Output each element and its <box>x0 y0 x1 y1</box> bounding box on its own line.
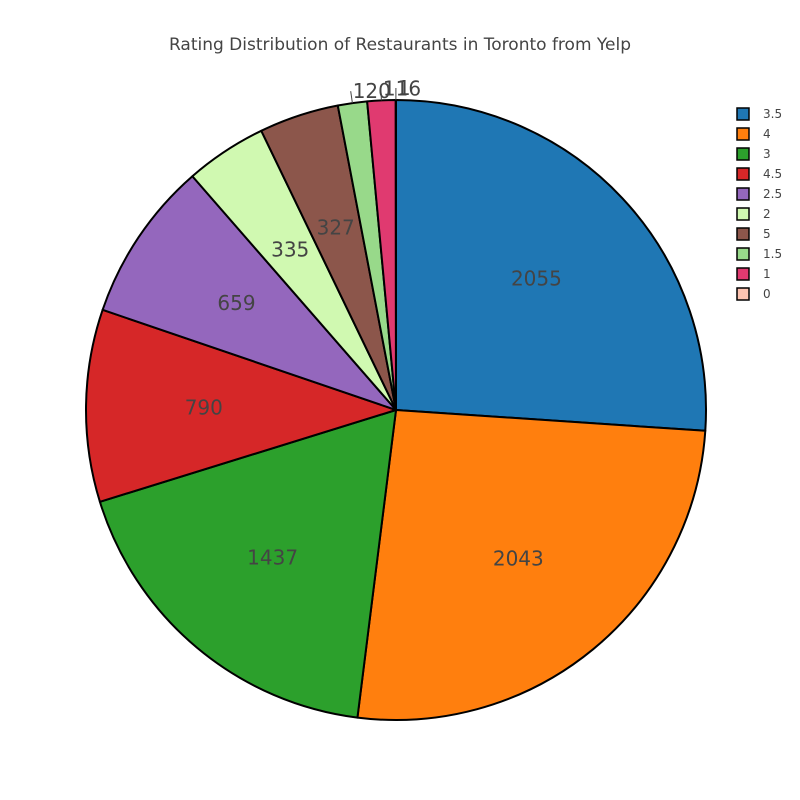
slice-leader-line-1-5 <box>350 91 353 104</box>
pie-slice-4[interactable] <box>356 409 707 721</box>
legend-label-1-5: 1.5 <box>763 247 782 261</box>
slice-value-label-2-5: 659 <box>217 291 255 315</box>
legend-swatch-3-5 <box>736 107 750 121</box>
slice-value-label-0: 1 <box>398 76 411 100</box>
pie-slice-4-5[interactable] <box>85 308 397 503</box>
slice-value-label-1: 116 <box>383 76 421 100</box>
legend-label-3-5: 3.5 <box>763 107 782 121</box>
legend-swatch-2 <box>736 207 750 221</box>
legend-label-1: 1 <box>763 267 771 281</box>
legend-swatch-1 <box>736 267 750 281</box>
legend-label-4-5: 4.5 <box>763 167 782 181</box>
legend-item-3-5[interactable]: 3.5 <box>736 107 782 121</box>
legend-swatch-1-5 <box>736 247 750 261</box>
legend-swatch-4-5 <box>736 167 750 181</box>
legend-swatch-5 <box>736 227 750 241</box>
slice-leader-line-1 <box>380 88 382 101</box>
legend-label-4: 4 <box>763 127 771 141</box>
legend-swatch-0 <box>736 287 750 301</box>
slice-value-label-5: 327 <box>317 216 355 240</box>
legend-label-3: 3 <box>763 147 771 161</box>
pie-slice-3[interactable] <box>98 409 397 719</box>
legend-item-2-5[interactable]: 2.5 <box>736 187 782 201</box>
slice-value-label-3: 1437 <box>247 545 298 569</box>
slice-value-label-4-5: 790 <box>185 395 223 419</box>
slice-value-label-3-5: 2055 <box>511 267 562 291</box>
slice-value-label-2: 335 <box>271 238 309 262</box>
pie-slice-2-5[interactable] <box>101 175 397 411</box>
legend-swatch-3 <box>736 147 750 161</box>
legend-item-4-5[interactable]: 4.5 <box>736 167 782 181</box>
legend-item-0[interactable]: 0 <box>736 287 771 301</box>
slice-value-label-4: 2043 <box>493 546 544 570</box>
legend-item-2[interactable]: 2 <box>736 207 771 221</box>
legend[interactable]: 3.5 4 3 4.5 2.5 2 5 1.5 1 0 <box>736 107 782 301</box>
legend-label-0: 0 <box>763 287 771 301</box>
pie-slices <box>85 98 707 721</box>
pie-slice-3-5[interactable] <box>395 99 707 432</box>
legend-item-4[interactable]: 4 <box>736 127 771 141</box>
chart-title: Rating Distribution of Restaurants in To… <box>169 35 631 55</box>
legend-item-1[interactable]: 1 <box>736 267 771 281</box>
legend-item-3[interactable]: 3 <box>736 147 771 161</box>
legend-label-2-5: 2.5 <box>763 187 782 201</box>
legend-label-5: 5 <box>763 227 771 241</box>
legend-item-1-5[interactable]: 1.5 <box>736 247 782 261</box>
slice-value-label-1-5: 120 <box>353 79 391 103</box>
legend-label-2: 2 <box>763 207 771 221</box>
legend-swatch-4 <box>736 127 750 141</box>
legend-item-5[interactable]: 5 <box>736 227 771 241</box>
legend-swatch-2-5 <box>736 187 750 201</box>
